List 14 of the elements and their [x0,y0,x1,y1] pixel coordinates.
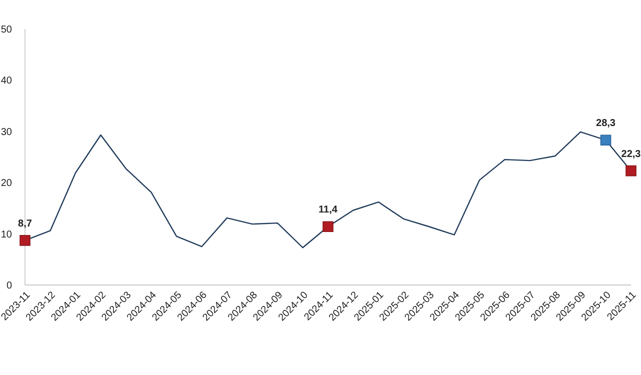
y-tick-label: 40 [0,76,12,87]
data-label: 22,3 [621,148,641,160]
point [600,134,612,146]
data-label: 8,7 [18,218,32,230]
y-tick-label: 50 [0,24,12,36]
y-tick-label: 30 [0,126,12,138]
point [20,235,30,246]
point [322,221,334,232]
y-tick-label: 20 [0,178,12,190]
y-tick-label: 10 [0,229,12,240]
data-label: 28,3 [596,118,616,130]
point [626,165,636,176]
data-label: 11,4 [318,204,338,216]
y-tick-label: 0 [6,280,12,292]
